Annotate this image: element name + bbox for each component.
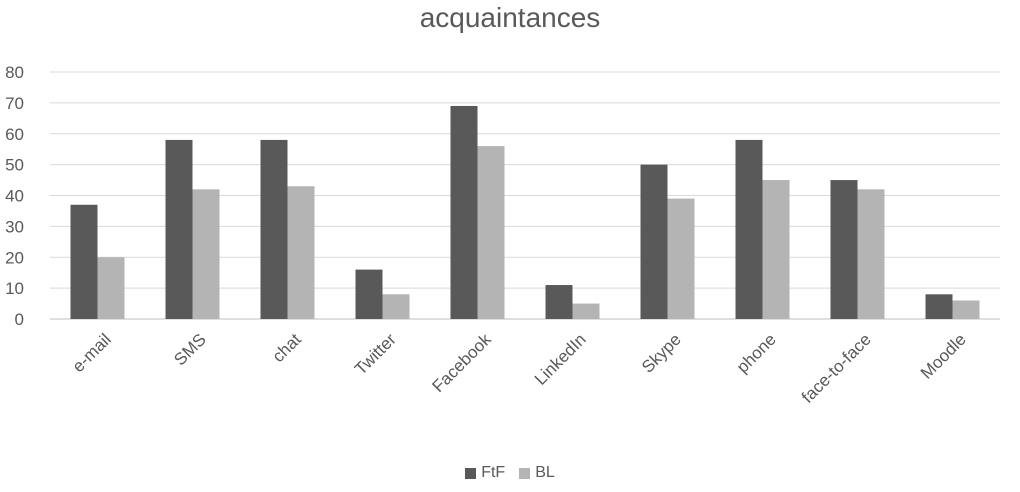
legend-swatch-bl (519, 467, 531, 479)
x-tick-label: Skype (638, 330, 685, 377)
legend-swatch-ftf (465, 467, 477, 479)
bar-ftf-e-mail (70, 204, 98, 319)
y-tick-label: 0 (15, 310, 24, 329)
x-tick-label: LinkedIn (531, 330, 590, 389)
bar-bl-face-to-face (857, 189, 885, 319)
bar-bl-phone (762, 180, 790, 319)
x-tick-label: chat (269, 330, 305, 366)
bar-bl-facebook (477, 146, 505, 319)
bar-ftf-skype (640, 164, 668, 319)
y-tick-label: 10 (5, 279, 24, 298)
bar-ftf-moodle (925, 294, 953, 319)
x-tick-label: face-to-face (798, 330, 875, 407)
x-tick-label: SMS (170, 330, 209, 369)
bar-ftf-phone (735, 139, 763, 319)
legend-label-ftf: FtF (481, 464, 506, 481)
bar-bl-e-mail (97, 257, 125, 319)
bar-bl-moodle (952, 300, 980, 319)
y-axis-ticks: 0 10 20 30 40 50 60 70 80 (5, 63, 24, 329)
bar-bl-skype (667, 198, 695, 319)
bar-bl-sms (192, 189, 220, 319)
x-axis-ticks: e-mail SMS chat Twitter Facebook LinkedIn Skyp… (69, 330, 970, 407)
y-tick-label: 20 (5, 248, 24, 267)
chart-title: acquaintances (419, 2, 601, 33)
bar-bl-twitter (382, 294, 410, 319)
x-tick-label: Moodle (917, 330, 970, 383)
y-tick-label: 70 (5, 94, 24, 113)
bar-ftf-face-to-face (830, 180, 858, 319)
bar-ftf-twitter (355, 269, 383, 319)
bar-ftf-facebook (450, 105, 478, 320)
legend-label-bl: BL (535, 464, 555, 481)
x-tick-label: Facebook (429, 330, 496, 397)
legend-item-bl: BL (519, 464, 555, 482)
legend: FtF BL (0, 464, 1020, 482)
bar-ftf-linkedin (545, 285, 573, 319)
y-tick-label: 80 (5, 63, 24, 82)
x-tick-label: e-mail (69, 330, 115, 376)
x-tick-label: phone (733, 330, 780, 377)
bar-bl-linkedin (572, 303, 600, 319)
y-tick-label: 50 (5, 156, 24, 175)
x-tick-label: Twitter (351, 330, 400, 379)
bar-bl-chat (287, 186, 315, 319)
y-tick-label: 60 (5, 125, 24, 144)
bars (70, 105, 980, 320)
bar-ftf-chat (260, 139, 288, 319)
y-tick-label: 40 (5, 187, 24, 206)
y-tick-label: 30 (5, 217, 24, 236)
legend-item-ftf: FtF (465, 464, 505, 482)
bar-ftf-sms (165, 139, 193, 319)
